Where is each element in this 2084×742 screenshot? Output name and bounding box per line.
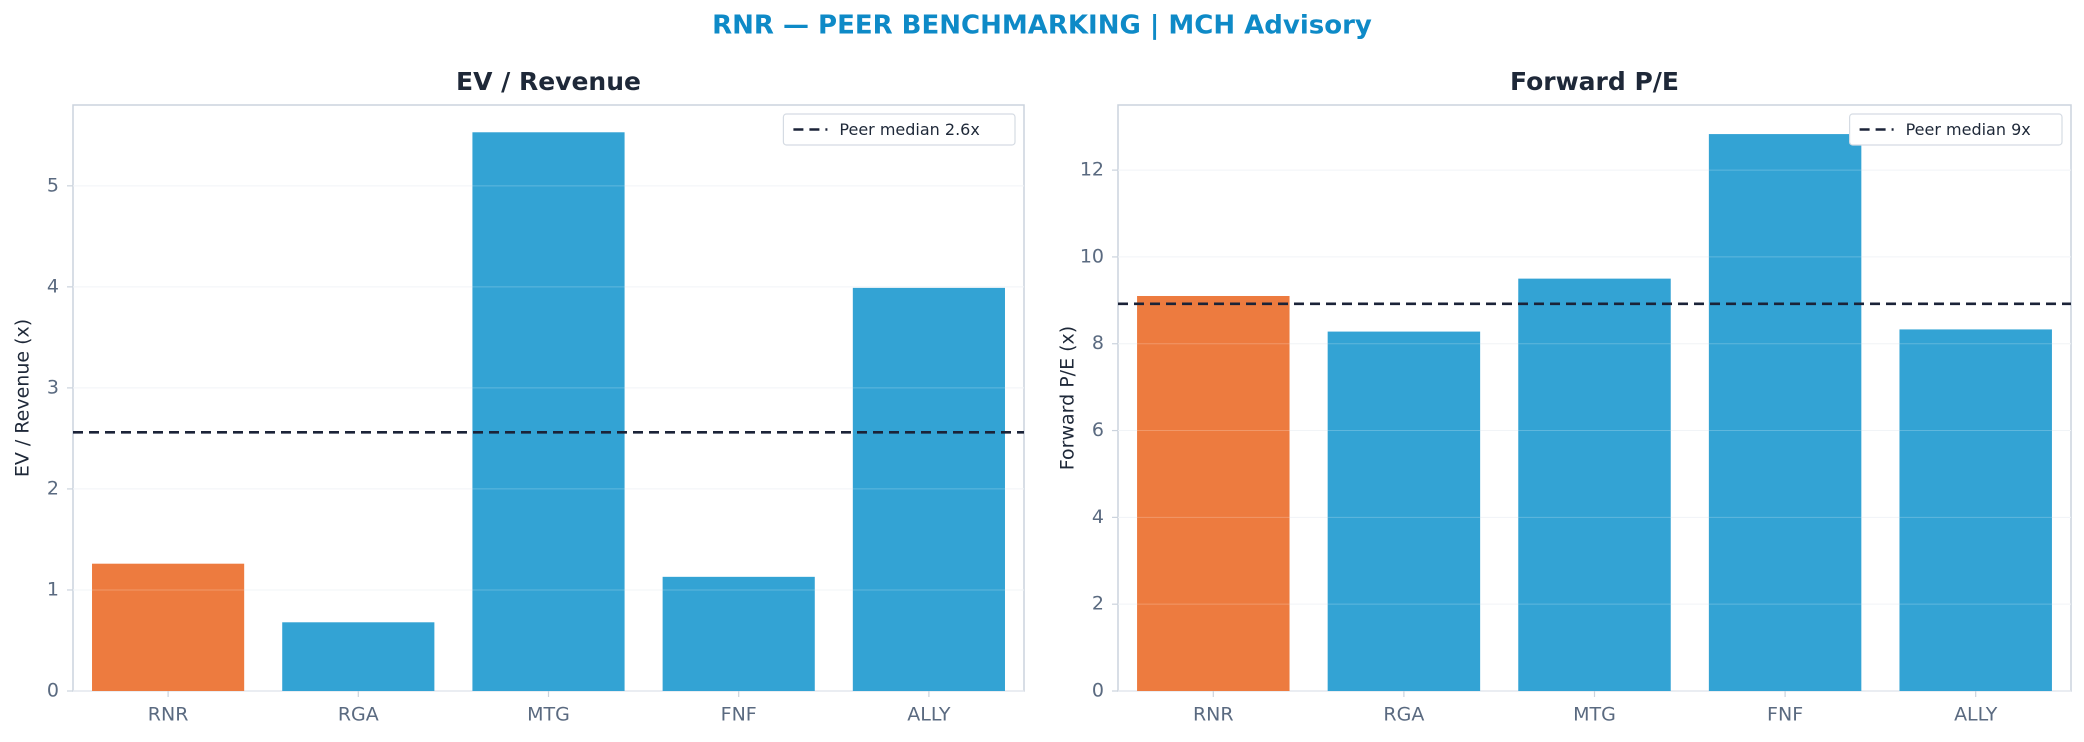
x-tick-label-rnr: RNR xyxy=(148,704,189,726)
bar-fnf xyxy=(1708,134,1862,692)
legend-box xyxy=(782,113,1016,146)
bar-rga xyxy=(1327,331,1481,691)
bar-ally xyxy=(852,287,1005,691)
bar-rnr xyxy=(92,563,245,691)
x-tick-label-ally: ALLY xyxy=(907,704,951,726)
y-tick-label: 2 xyxy=(1092,593,1104,615)
bar-fnf xyxy=(662,576,815,691)
x-tick-label-rnr: RNR xyxy=(1193,704,1234,726)
ev-revenue-panel: 0 1 2 3 4 5 RNR RGA MTG FNF ALLY EV / Revenue EV / R… xyxy=(12,67,1025,726)
panel-title: EV / Revenue xyxy=(456,67,641,96)
bar-mtg xyxy=(472,132,625,692)
y-tick-label: 0 xyxy=(1092,680,1104,702)
bar-mtg xyxy=(1518,278,1671,691)
y-tick-label: 6 xyxy=(1092,419,1104,441)
y-tick-label: 10 xyxy=(1080,245,1104,267)
y-tick-label: 12 xyxy=(1080,159,1104,181)
x-tick-label-rga: RGA xyxy=(338,704,379,726)
legend: Peer median 9x xyxy=(1848,113,2063,146)
y-tick-label: 4 xyxy=(47,275,59,297)
x-tick-label-ally: ALLY xyxy=(1954,704,1998,726)
bar-rga xyxy=(282,622,435,691)
figure-title: RNR — PEER BENCHMARKING | MCH Advisory xyxy=(712,11,1372,41)
forward-pe-panel: 0 2 4 6 8 10 12 RNR RGA MTG FNF ALLY Forward P/E Forw… xyxy=(1057,67,2072,726)
y-tick-label: 3 xyxy=(47,376,59,398)
legend-label: Peer median 2.6x xyxy=(839,120,979,139)
x-tick-label-mtg: MTG xyxy=(527,704,570,726)
bar-rnr xyxy=(1137,295,1290,691)
x-tick-label-mtg: MTG xyxy=(1573,704,1616,726)
y-tick-label: 5 xyxy=(47,174,59,196)
x-tick-label-rga: RGA xyxy=(1383,704,1424,726)
bar-ally xyxy=(1899,329,2052,691)
y-tick-label: 4 xyxy=(1092,506,1104,528)
y-tick-label: 0 xyxy=(47,680,59,702)
y-axis-label: EV / Revenue (x) xyxy=(12,319,34,477)
legend: Peer median 2.6x xyxy=(782,113,1016,146)
x-tick-label-fnf: FNF xyxy=(1767,704,1803,726)
panel-title: Forward P/E xyxy=(1510,67,1679,96)
y-tick-label: 1 xyxy=(47,578,59,600)
x-tick-label-fnf: FNF xyxy=(721,704,757,726)
y-axis-label: Forward P/E (x) xyxy=(1057,326,1079,470)
legend-label: Peer median 9x xyxy=(1906,120,2031,139)
y-tick-label: 2 xyxy=(47,477,59,499)
y-tick-label: 8 xyxy=(1092,332,1104,354)
legend-box xyxy=(1848,113,2063,146)
